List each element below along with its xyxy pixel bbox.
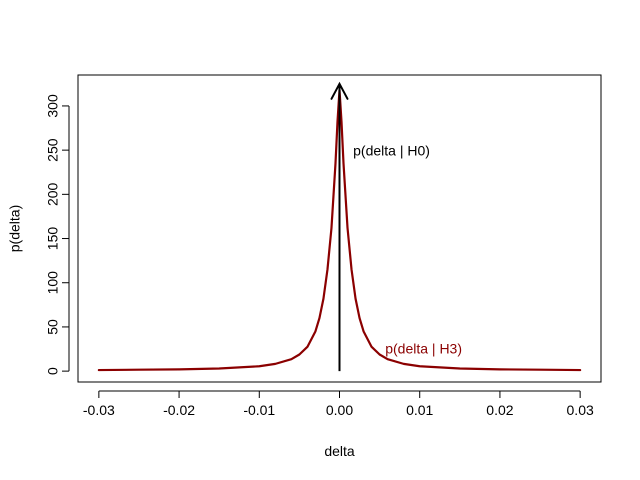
x-tick-label: 0.00 (326, 402, 353, 418)
x-tick-label: -0.03 (83, 402, 115, 418)
y-tick-label: 200 (45, 182, 61, 206)
plot-box (77, 74, 602, 383)
y-tick-label: 300 (45, 94, 61, 118)
x-tick-label: -0.01 (243, 402, 275, 418)
y-axis: 0 50 100 150 200 250 300 (45, 94, 70, 375)
y-tick-label: 250 (45, 138, 61, 162)
plot-frame (77, 74, 602, 383)
spike-arrowhead (330, 81, 349, 100)
annotation-layer: p(delta | H0) p(delta | H3) (353, 143, 462, 357)
x-tick-label: 0.01 (406, 402, 433, 418)
y-tick-label: 150 (45, 227, 61, 251)
series-layer (97, 81, 582, 372)
x-tick-label: 0.03 (567, 402, 594, 418)
y-tick-label: 0 (45, 367, 61, 375)
y-tick-label: 50 (45, 319, 61, 335)
x-axis-label: delta (324, 443, 355, 459)
x-tick-label: 0.02 (486, 402, 513, 418)
y-tick-label: 100 (45, 271, 61, 295)
y-axis-label: p(delta) (7, 205, 23, 252)
annotation-h0: p(delta | H0) (353, 143, 430, 159)
annotation-h3: p(delta | H3) (385, 341, 462, 357)
x-tick-label: -0.02 (163, 402, 195, 418)
x-axis: -0.03 -0.02 -0.01 0.00 0.01 0.02 0.03 (83, 390, 594, 418)
